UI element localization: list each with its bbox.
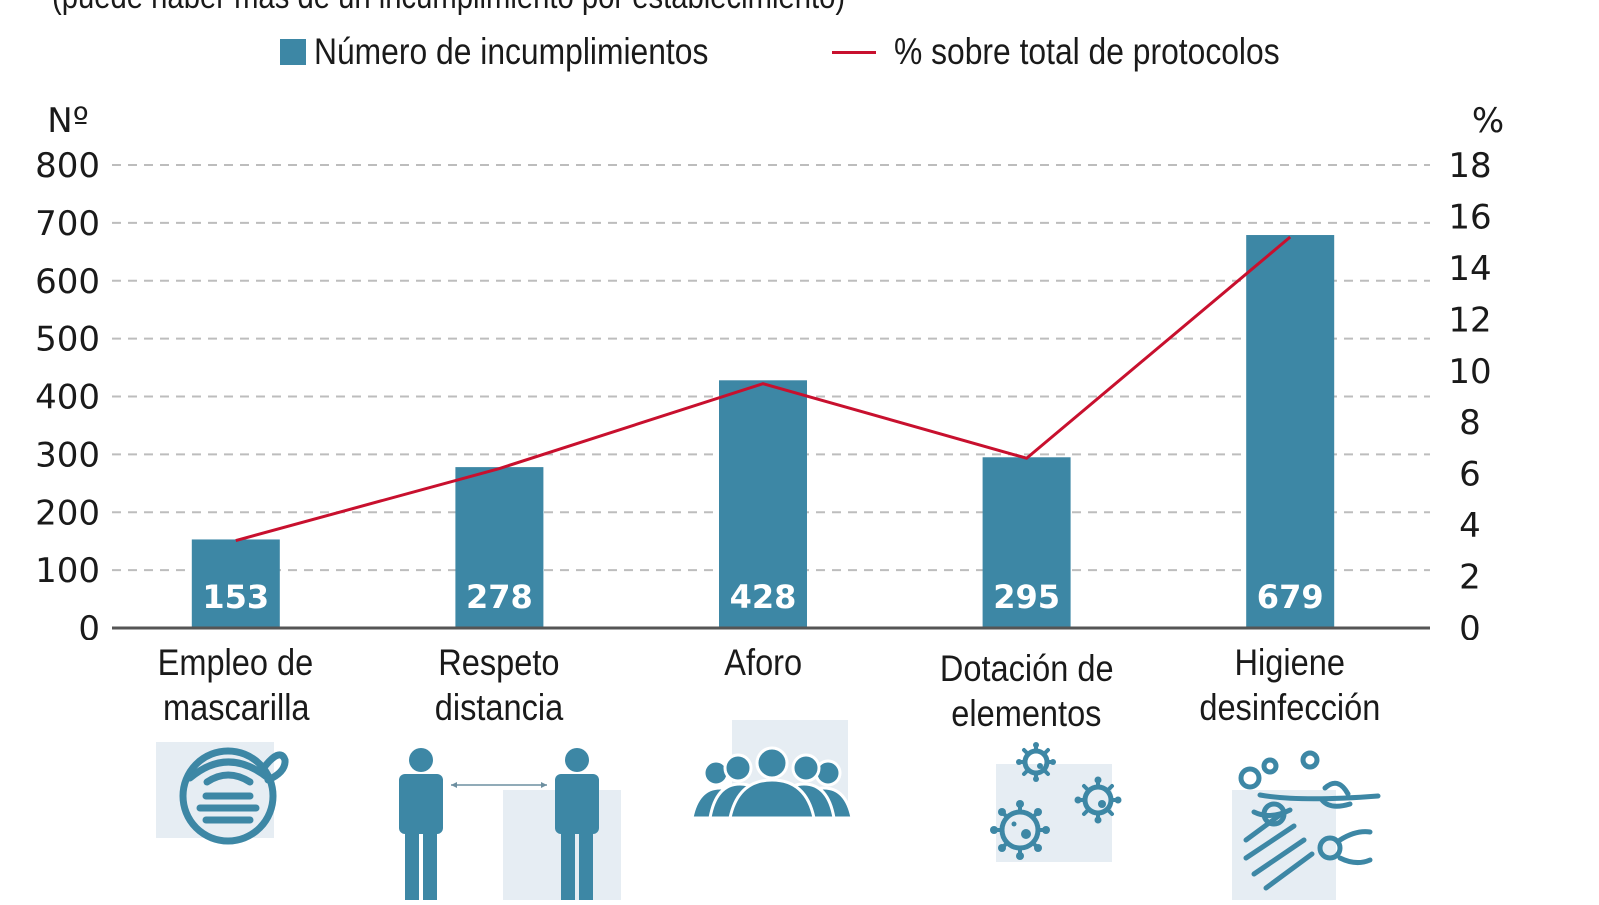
y-tick-right: 14 — [1448, 249, 1491, 289]
legend-line-swatch — [832, 50, 876, 54]
bar-4 — [1246, 235, 1335, 628]
x-category-label-line: Dotación de — [939, 648, 1114, 689]
x-category-label-line: Empleo de — [157, 642, 314, 683]
y-tick-left: 500 — [35, 320, 100, 360]
x-category-label: Dotación de elementos — [877, 646, 1177, 736]
chart-subtitle: (puede haber más de un incumplimiento po… — [52, 0, 845, 17]
x-category-label-line: mascarilla — [162, 687, 310, 728]
y-tick-left: 300 — [35, 435, 100, 475]
y-tick-left: 800 — [35, 146, 100, 186]
legend: Número de incumplimientos % sobre total … — [280, 30, 1342, 74]
x-category-label: Empleo de mascarilla — [86, 640, 386, 730]
y-tick-left: 200 — [35, 493, 100, 533]
x-category-label: Aforo — [613, 640, 913, 685]
x-category-label-line: Aforo — [724, 642, 802, 683]
y-tick-right: 6 — [1459, 455, 1481, 495]
hand-washing-icon — [1230, 750, 1390, 905]
x-category-label-line: distancia — [435, 687, 564, 728]
bar-value-label: 295 — [993, 578, 1060, 616]
y-tick-right: 4 — [1459, 506, 1481, 546]
x-category-label-line: Respeto — [438, 642, 561, 683]
bar-value-label: 153 — [202, 578, 269, 616]
bar-value-label: 428 — [730, 578, 797, 616]
y-tick-right: 2 — [1459, 558, 1481, 598]
bar-2 — [719, 380, 807, 628]
y-tick-left: 100 — [35, 551, 100, 591]
bar-value-label: 278 — [466, 578, 533, 616]
y-tick-right: 18 — [1448, 146, 1491, 186]
bar-0 — [191, 539, 280, 628]
bar-3 — [982, 457, 1071, 628]
y-tick-left: 0 — [78, 609, 100, 640]
y-tick-left: 600 — [35, 262, 100, 302]
y-axis-label-left: Nº — [47, 101, 88, 141]
bar-1 — [455, 467, 544, 628]
x-category-label-line: desinfección — [1199, 687, 1381, 728]
y-tick-right: 0 — [1459, 609, 1481, 640]
x-category-label-line: elementos — [951, 693, 1102, 734]
series-line-percent — [235, 235, 1292, 542]
bar-value-label: 679 — [1257, 578, 1324, 616]
y-axis-label-right: % — [1472, 101, 1504, 141]
combo-chart: 153 278 428 295 679 010020030040050060070080… — [35, 101, 1504, 640]
crowd-icon — [690, 718, 855, 833]
legend-line-label: % sobre total de protocolos — [894, 31, 1280, 72]
y-tick-right: 10 — [1448, 352, 1491, 392]
face-mask-icon — [150, 738, 300, 853]
social-distance-icon — [385, 740, 625, 905]
x-category-label-line: Higiene — [1234, 642, 1346, 683]
x-category-label: Higiene desinfección — [1140, 640, 1440, 730]
y-tick-right: 12 — [1448, 300, 1491, 340]
y-tick-left: 400 — [35, 378, 100, 418]
virus-icon — [982, 742, 1132, 877]
y-tick-right: 16 — [1448, 197, 1491, 237]
y-tick-right: 8 — [1459, 403, 1481, 443]
legend-bar-swatch — [280, 39, 306, 65]
y-tick-left: 700 — [35, 204, 100, 244]
x-category-label: Respeto distancia — [349, 640, 649, 730]
legend-bars-label: Número de incumplimientos — [314, 31, 709, 72]
